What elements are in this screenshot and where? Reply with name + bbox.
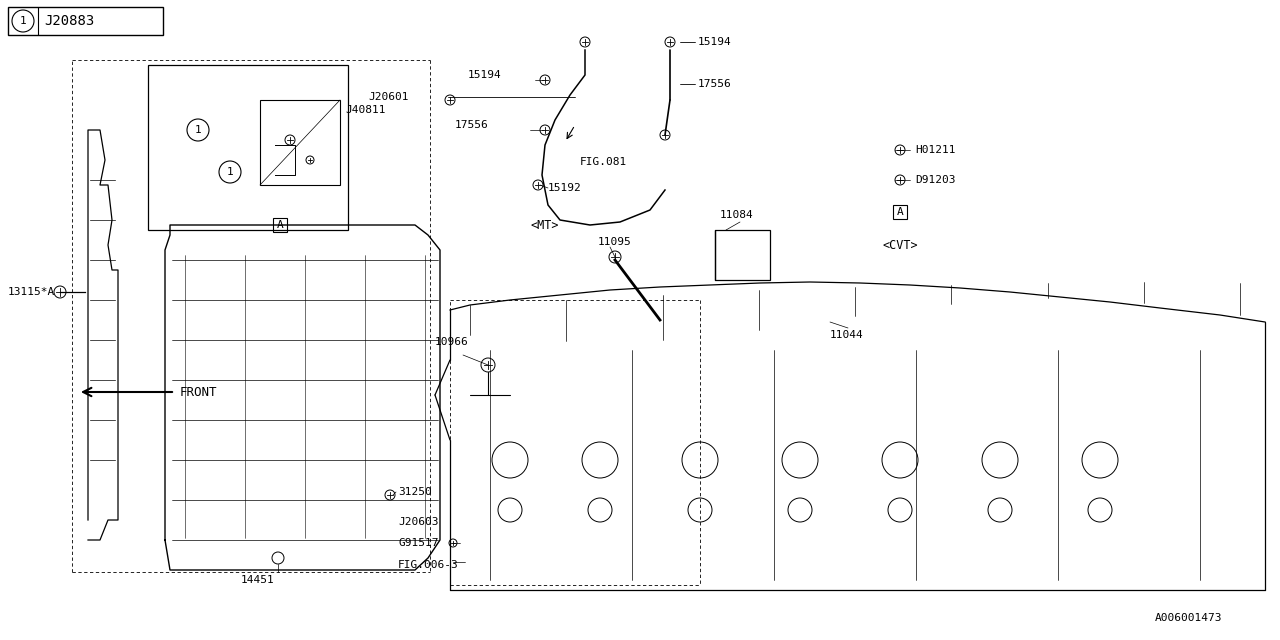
- Text: 1: 1: [195, 125, 201, 135]
- Text: 15194: 15194: [468, 70, 502, 80]
- Bar: [260, 100, 340, 185]
- Text: 1: 1: [19, 16, 27, 26]
- Bar: [148, 65, 348, 230]
- Text: 14451: 14451: [241, 575, 275, 585]
- Text: A: A: [276, 220, 283, 230]
- Text: J20603: J20603: [398, 517, 439, 527]
- Text: 13115*A: 13115*A: [8, 287, 55, 297]
- Text: J40811: J40811: [346, 105, 385, 115]
- Text: 17556: 17556: [698, 79, 732, 89]
- Text: 10966: 10966: [435, 337, 468, 347]
- Text: FIG.081: FIG.081: [580, 157, 627, 167]
- Text: <MT>: <MT>: [530, 218, 558, 232]
- Text: 31250: 31250: [398, 487, 431, 497]
- Text: H01211: H01211: [915, 145, 955, 155]
- Bar: [893, 205, 908, 219]
- Text: 15194: 15194: [698, 37, 732, 47]
- Text: FRONT: FRONT: [180, 385, 218, 399]
- Text: G91517: G91517: [398, 538, 439, 548]
- Text: FIG.006-3: FIG.006-3: [398, 560, 458, 570]
- Text: 15192: 15192: [548, 183, 581, 193]
- Text: J20883: J20883: [44, 14, 95, 28]
- Text: J20601: J20601: [369, 92, 408, 102]
- Bar: [8, 7, 163, 35]
- Text: A006001473: A006001473: [1155, 613, 1222, 623]
- Bar: [273, 218, 287, 232]
- Text: A: A: [896, 207, 904, 217]
- Text: <CVT>: <CVT>: [882, 239, 918, 252]
- Text: D91203: D91203: [915, 175, 955, 185]
- Text: 1: 1: [227, 167, 233, 177]
- Text: 11084: 11084: [721, 210, 754, 220]
- Text: 11095: 11095: [598, 237, 632, 247]
- Text: 17556: 17556: [454, 120, 489, 130]
- Bar: [716, 230, 771, 280]
- Text: 11044: 11044: [829, 330, 864, 340]
